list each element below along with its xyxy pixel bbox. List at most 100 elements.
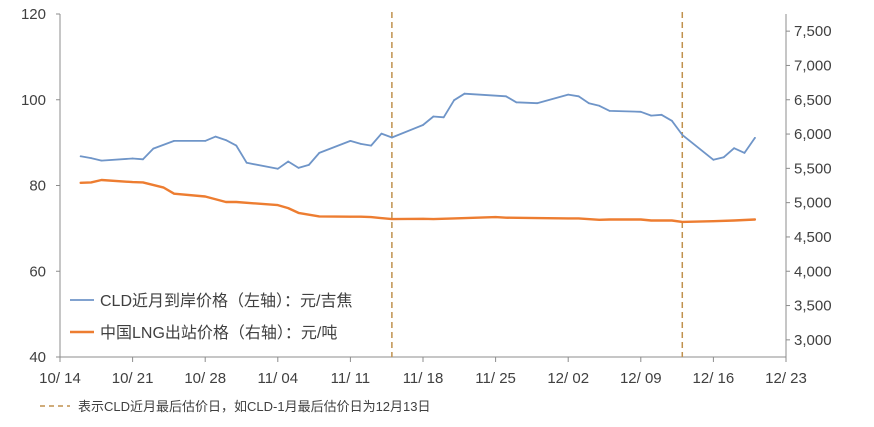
data-point <box>287 207 290 210</box>
data-point <box>712 220 715 223</box>
right-axis-tick-label: 7,000 <box>794 57 832 74</box>
x-axis-tick-label: 11/ 11 <box>331 370 370 387</box>
vertical-markers <box>391 12 684 357</box>
data-point <box>712 158 715 161</box>
data-point <box>608 110 611 112</box>
x-axis-tick-label: 12/ 09 <box>620 370 662 387</box>
data-point <box>650 114 653 117</box>
data-point <box>131 181 134 184</box>
data-point <box>722 156 725 159</box>
data-point <box>359 143 362 145</box>
data-point <box>453 217 455 220</box>
data-point <box>235 144 238 147</box>
data-point <box>650 219 653 222</box>
data-point <box>754 137 756 139</box>
data-point <box>318 152 321 154</box>
data-point <box>287 160 290 163</box>
series-lines <box>79 92 757 224</box>
x-axis-tick-label: 12/ 16 <box>693 370 735 387</box>
data-point <box>276 167 279 170</box>
left-axis-tick-label: 60 <box>29 263 46 280</box>
right-axis-tick-label: 6,500 <box>794 92 832 109</box>
data-point <box>608 218 611 221</box>
data-point <box>79 181 82 184</box>
right-axis-tick-label: 3,500 <box>794 298 832 315</box>
data-point <box>536 102 538 105</box>
legend-label: 中国LNG出站价格（右轴）：元/吨 <box>100 324 337 342</box>
data-point <box>297 212 300 214</box>
series-2 <box>79 178 757 224</box>
data-point <box>453 99 455 102</box>
left-axis-tick-label: 120 <box>21 6 46 23</box>
left-axis-tick-label: 40 <box>29 349 46 366</box>
data-point <box>204 195 207 198</box>
data-point <box>142 158 144 161</box>
data-point <box>235 201 238 203</box>
data-point <box>152 147 155 150</box>
right-axis-tick-label: 5,000 <box>794 195 832 212</box>
data-point <box>370 144 372 147</box>
marker-legend-label: 表示CLD近月最后估价日，如CLD-1月最后估价日为12月13日 <box>78 399 431 414</box>
data-point <box>577 217 580 220</box>
right-axis-tick-label: 3,000 <box>794 332 832 349</box>
data-point <box>131 157 134 160</box>
data-point <box>577 95 580 98</box>
series-line <box>79 178 757 224</box>
data-point <box>442 116 445 119</box>
data-point <box>162 186 165 189</box>
data-point <box>422 217 424 220</box>
data-point <box>225 201 227 203</box>
data-point <box>142 181 144 184</box>
data-point <box>214 135 217 138</box>
data-point <box>318 215 321 218</box>
data-point <box>391 136 393 139</box>
data-point <box>515 101 518 104</box>
right-axis-tick-label: 6,000 <box>794 126 832 143</box>
x-axis-tick-label: 11/ 18 <box>403 370 444 387</box>
data-point <box>380 132 383 135</box>
data-point <box>567 93 570 96</box>
data-point <box>639 110 642 113</box>
x-axis-tick-label: 12/ 23 <box>765 370 807 387</box>
data-point <box>733 219 735 222</box>
series-1 <box>79 92 756 170</box>
data-point <box>100 159 103 162</box>
data-point <box>598 104 601 107</box>
data-point <box>588 102 590 105</box>
data-point <box>204 140 207 142</box>
left-axis-tick-label: 80 <box>29 178 46 195</box>
data-point <box>671 219 673 222</box>
data-point <box>391 218 393 221</box>
data-point <box>754 218 756 221</box>
x-axis-tick-label: 11/ 25 <box>475 370 516 387</box>
legend: CLD近月到岸价格（左轴）：元/吉焦中国LNG出站价格（右轴）：元/吨表示CLD… <box>40 292 431 414</box>
data-point <box>276 204 279 207</box>
right-axis-tick-label: 4,000 <box>794 263 832 280</box>
data-point <box>660 113 663 116</box>
data-point <box>370 216 372 219</box>
right-axis-tick-label: 4,500 <box>794 229 832 246</box>
data-point <box>422 124 424 126</box>
data-point <box>598 218 601 221</box>
data-point <box>567 217 570 220</box>
data-point <box>245 161 248 164</box>
data-point <box>349 215 352 218</box>
x-axis-tick-label: 10/ 14 <box>39 370 81 387</box>
data-point <box>90 157 92 160</box>
x-axis-tick-label: 10/ 21 <box>112 370 154 387</box>
legend-label: CLD近月到岸价格（左轴）：元/吉焦 <box>100 292 352 310</box>
data-point <box>743 152 746 154</box>
data-point <box>505 216 507 219</box>
data-point <box>671 119 673 122</box>
data-point <box>463 92 466 95</box>
data-point <box>505 95 507 98</box>
series-line <box>79 92 756 170</box>
x-axis-tick-label: 11/ 04 <box>258 370 299 387</box>
data-point <box>733 147 735 150</box>
data-point <box>536 217 538 220</box>
data-point <box>79 155 82 158</box>
axes: 40 60 80 100 120 3,000 3,500 4,000 4,500 5,000 5,5… <box>21 6 832 387</box>
x-axis-tick-label: 12/ 02 <box>547 370 589 387</box>
data-point <box>297 167 300 169</box>
